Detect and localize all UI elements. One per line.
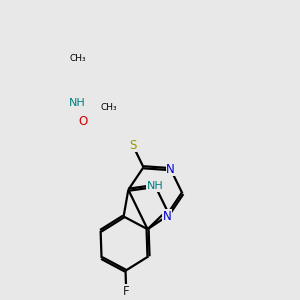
- Text: S: S: [129, 139, 136, 152]
- Text: CH₃: CH₃: [100, 103, 117, 112]
- Text: N: N: [163, 209, 172, 223]
- Text: N: N: [166, 163, 175, 176]
- Text: NH: NH: [147, 181, 164, 191]
- Text: NH: NH: [69, 98, 86, 109]
- Text: F: F: [123, 284, 130, 298]
- Text: O: O: [79, 115, 88, 128]
- Text: CH₃: CH₃: [69, 54, 86, 63]
